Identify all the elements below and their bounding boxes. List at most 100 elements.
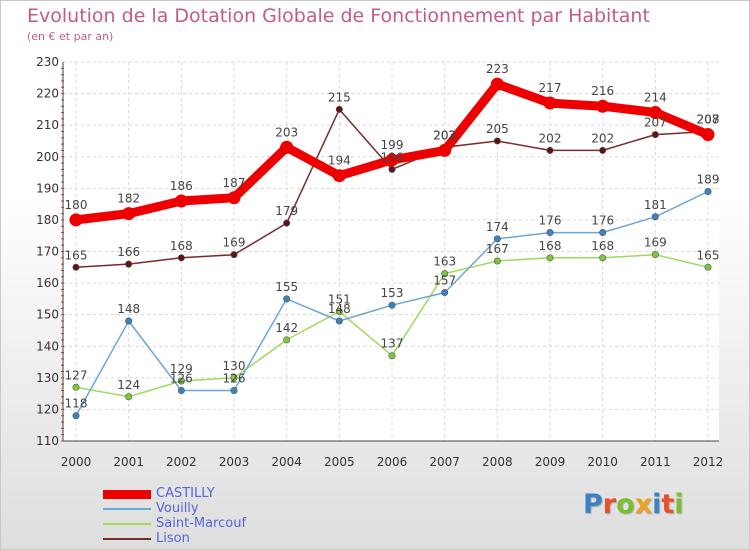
x-tick-label: 2005 xyxy=(324,455,355,469)
logo-letter: P xyxy=(583,489,603,520)
data-point-castilly xyxy=(438,143,452,157)
data-point-vouilly xyxy=(388,301,396,309)
data-label-lison: 202 xyxy=(591,131,614,145)
data-point-saint-marcouf xyxy=(125,393,133,401)
data-label-vouilly: 126 xyxy=(223,371,246,385)
data-label-vouilly: 189 xyxy=(697,172,720,186)
data-label-castilly: 214 xyxy=(644,91,667,105)
data-label-saint-marcouf: 129 xyxy=(170,362,193,376)
y-tick-label: 220 xyxy=(36,87,59,101)
data-label-castilly: 217 xyxy=(539,81,562,95)
data-label-lison: 196 xyxy=(381,150,404,164)
legend-label: Saint-Marcouf xyxy=(156,516,247,531)
data-point-lison xyxy=(388,165,396,173)
data-point-vouilly xyxy=(177,386,185,394)
y-tick-label: 170 xyxy=(36,245,59,259)
data-point-castilly xyxy=(648,106,662,120)
data-point-saint-marcouf xyxy=(177,377,185,385)
chart-subtitle: (en € et par an) xyxy=(27,30,114,43)
data-label-vouilly: 153 xyxy=(381,286,404,300)
y-tick-label: 180 xyxy=(36,213,59,227)
data-label-vouilly: 174 xyxy=(486,220,509,234)
data-label-saint-marcouf: 169 xyxy=(644,236,667,250)
data-point-castilly xyxy=(174,194,188,208)
logo-letter: o xyxy=(616,489,635,520)
x-tick-label: 2004 xyxy=(271,455,302,469)
data-label-vouilly: 118 xyxy=(65,397,88,411)
data-label-saint-marcouf: 130 xyxy=(223,359,246,373)
x-tick-label: 2002 xyxy=(166,455,197,469)
data-label-castilly: 194 xyxy=(328,154,351,168)
data-point-castilly xyxy=(122,207,136,221)
data-point-lison xyxy=(335,105,343,113)
y-tick-label: 190 xyxy=(36,181,59,195)
data-label-castilly: 187 xyxy=(223,176,246,190)
y-tick-label: 130 xyxy=(36,371,59,385)
legend-label: CASTILLY xyxy=(156,486,215,501)
x-tick-label: 2008 xyxy=(482,455,513,469)
y-tick-label: 230 xyxy=(36,55,59,69)
data-label-saint-marcouf: 142 xyxy=(275,321,298,335)
data-point-vouilly xyxy=(704,187,712,195)
chart-title: Evolution de la Dotation Globale de Fonc… xyxy=(27,5,650,27)
data-point-castilly xyxy=(543,96,557,110)
data-point-lison xyxy=(125,260,133,268)
logo-letter: i xyxy=(652,489,662,520)
data-point-lison xyxy=(493,137,501,145)
data-point-lison xyxy=(546,146,554,154)
data-label-saint-marcouf: 137 xyxy=(381,337,404,351)
data-point-lison xyxy=(177,254,185,262)
logo-letter: x xyxy=(634,489,653,520)
data-label-castilly: 207 xyxy=(697,113,720,127)
data-point-castilly xyxy=(596,99,610,113)
x-tick-label: 2000 xyxy=(61,455,92,469)
data-label-castilly: 186 xyxy=(170,179,193,193)
data-label-castilly: 199 xyxy=(381,138,404,152)
data-point-vouilly xyxy=(335,317,343,325)
legend-swatch xyxy=(103,508,151,510)
data-point-castilly xyxy=(69,213,83,227)
data-label-lison: 169 xyxy=(223,236,246,250)
data-label-castilly: 202 xyxy=(433,128,456,142)
data-point-saint-marcouf xyxy=(72,383,80,391)
data-point-saint-marcouf xyxy=(230,374,238,382)
y-tick-label: 120 xyxy=(36,402,59,416)
data-point-vouilly xyxy=(441,289,449,297)
logo-letter: t xyxy=(661,489,675,520)
x-tick-label: 2001 xyxy=(113,455,144,469)
y-tick-label: 160 xyxy=(36,276,59,290)
x-tick-label: 2003 xyxy=(219,455,250,469)
proxiti-logo: Proxiti xyxy=(583,489,684,520)
y-tick-label: 210 xyxy=(36,118,59,132)
data-point-saint-marcouf xyxy=(546,254,554,262)
data-point-saint-marcouf xyxy=(283,336,291,344)
data-label-lison: 205 xyxy=(486,122,509,136)
logo-letter: i xyxy=(674,489,684,520)
data-point-castilly xyxy=(490,77,504,91)
data-label-vouilly: 155 xyxy=(275,280,298,294)
x-tick-label: 2012 xyxy=(693,455,724,469)
data-point-saint-marcouf xyxy=(704,263,712,271)
data-point-lison xyxy=(283,219,291,227)
legend-swatch xyxy=(103,523,151,525)
data-point-vouilly xyxy=(493,235,501,243)
data-point-vouilly xyxy=(230,386,238,394)
y-tick-label: 200 xyxy=(36,150,59,164)
legend-label: Vouilly xyxy=(156,501,199,516)
data-label-saint-marcouf: 165 xyxy=(697,248,720,262)
data-point-vouilly xyxy=(283,295,291,303)
data-label-lison: 203 xyxy=(433,128,456,142)
data-label-lison: 207 xyxy=(644,116,667,130)
legend-swatch xyxy=(103,489,151,499)
data-point-saint-marcouf xyxy=(493,257,501,265)
data-label-lison: 165 xyxy=(65,248,88,262)
x-tick-label: 2007 xyxy=(429,455,460,469)
data-label-lison: 215 xyxy=(328,90,351,104)
data-label-vouilly: 148 xyxy=(117,302,140,316)
data-label-vouilly: 181 xyxy=(644,198,667,212)
data-point-vouilly xyxy=(125,317,133,325)
data-point-vouilly xyxy=(72,412,80,420)
data-label-vouilly: 176 xyxy=(591,214,614,228)
data-point-saint-marcouf xyxy=(441,270,449,278)
